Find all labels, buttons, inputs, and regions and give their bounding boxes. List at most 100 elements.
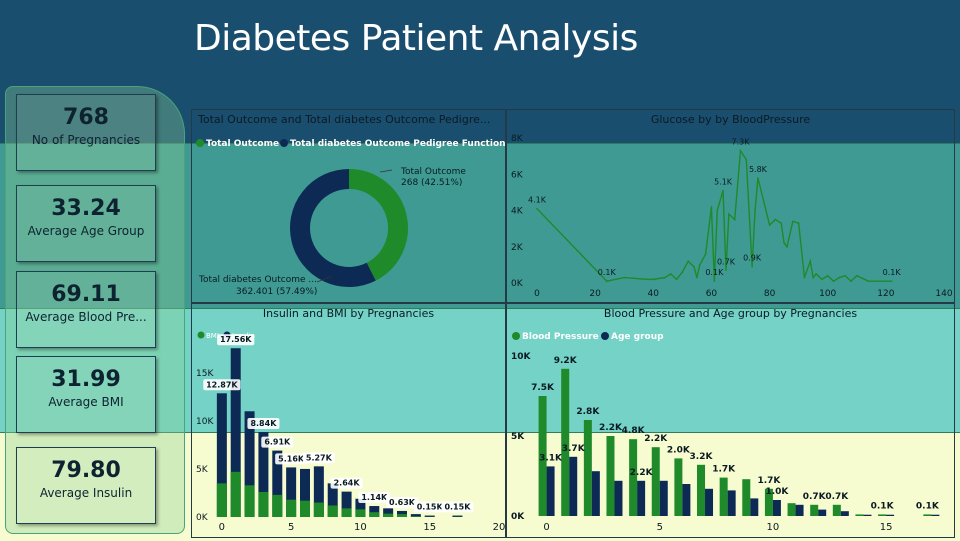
donut-chart-panel[interactable]: Total Outcome and Total diabetes Outcome… [191, 109, 506, 303]
kpi-label: Average BMI [48, 395, 124, 409]
divider [0, 308, 960, 309]
data-point [681, 271, 684, 273]
data-label-box [413, 501, 446, 513]
kpi-card-blood-pressure[interactable]: 69.11 Average Blood Pre... [16, 271, 156, 348]
kpi-label: Average Blood Pre... [25, 310, 147, 324]
data-label: 2.2K [644, 434, 668, 444]
chart-title: Blood Pressure and Age group by Pregnanc… [603, 307, 858, 320]
blood-pressure-bar [878, 514, 887, 516]
age-group-bar [614, 480, 623, 516]
data-point [696, 276, 698, 279]
x-tick-label: 15 [880, 522, 893, 533]
y-tick-label: 0K [511, 512, 525, 522]
age-group-bar [750, 498, 759, 516]
kpi-card-pregnancies[interactable]: 768 No of Pregnancies [16, 94, 156, 171]
age-group-bar [637, 480, 646, 516]
data-point [803, 276, 806, 279]
blood-pressure-bar [697, 464, 706, 516]
y-tick-label: 15K [196, 369, 214, 379]
kpi-value: 33.24 [51, 196, 121, 221]
data-label: 3.1K [539, 453, 563, 463]
insulin-bar [300, 468, 310, 517]
x-tick-label: 10 [354, 522, 367, 533]
data-point [754, 209, 756, 212]
x-tick-label: 80 [764, 289, 776, 299]
data-point [821, 278, 823, 281]
data-label: 5.27K [306, 453, 333, 462]
blood-pressure-bar [832, 504, 841, 516]
kpi-card-age[interactable]: 33.24 Average Age Group [16, 185, 156, 262]
bmi-bar [383, 513, 394, 517]
bp-age-chart-panel[interactable]: Blood Pressure and Age group by Pregnanc… [506, 303, 955, 538]
data-point [693, 265, 695, 268]
kpi-value: 768 [63, 105, 109, 130]
insulin-bar [341, 491, 352, 517]
bmi-bar [258, 492, 269, 517]
background-band [0, 143, 960, 308]
y-tick-label: 8K [511, 134, 524, 144]
insulin-bar [452, 515, 463, 517]
bmi-bar [369, 512, 380, 517]
insulin-bar [272, 450, 283, 517]
data-label-box [441, 501, 474, 513]
age-group-bar [863, 514, 872, 516]
age-group-bar [591, 471, 600, 516]
data-point [699, 264, 701, 266]
leader-line [316, 275, 333, 283]
kpi-value: 79.80 [51, 458, 121, 483]
data-point [867, 280, 870, 282]
kpi-card-insulin[interactable]: 79.80 Average Insulin [16, 447, 156, 524]
slice-label: Total Outcome [400, 167, 466, 177]
data-point [687, 260, 689, 263]
legend-label: Blood Pressure [522, 332, 599, 342]
data-point [809, 260, 812, 263]
x-tick-label: 5 [288, 522, 294, 533]
x-tick-label: 15 [423, 522, 436, 533]
insulin-bar [355, 498, 366, 517]
insulin-bar [258, 432, 269, 517]
bmi-bar [300, 500, 310, 517]
data-point [669, 273, 672, 275]
age-group-bar [931, 514, 940, 516]
data-point [716, 209, 719, 212]
glucose-line-chart-panel[interactable]: Glucose by by BloodPressure 0K 2K 4K 6K 8K 0 2… [506, 109, 955, 303]
data-point [762, 200, 765, 203]
data-point [838, 276, 841, 279]
slice-label: 268 (42.51%) [401, 178, 462, 188]
donut-slices [290, 169, 408, 287]
x-tick-label: 120 [877, 289, 894, 299]
data-label: 5.1K [714, 178, 733, 187]
data-point [855, 274, 858, 277]
bmi-bar [327, 505, 338, 517]
bmi-bar [410, 516, 421, 517]
y-tick-label: 10K [196, 417, 214, 427]
slice-label: Total diabetes Outcome ... [198, 275, 317, 285]
divider [0, 432, 960, 433]
kpi-label: Average Age Group [27, 224, 145, 238]
y-tick-label: 0K [511, 279, 524, 289]
age-group-bar [886, 514, 895, 516]
chart-title: Total Outcome and Total diabetes Outcome… [198, 113, 491, 126]
glucose-line [536, 148, 892, 283]
data-label: 8.84K [250, 419, 277, 428]
data-point [783, 242, 785, 244]
data-point [774, 218, 777, 221]
data-label: 0.1K [598, 268, 617, 277]
data-label: 0.1K [916, 501, 940, 511]
slice-label: 362.401 (57.49%) [236, 287, 317, 297]
blood-pressure-bar [810, 504, 819, 516]
y-tick-label: 5K [196, 465, 209, 475]
kpi-label: No of Pregnancies [31, 133, 141, 147]
kpi-card-bmi[interactable]: 31.99 Average BMI [16, 356, 156, 433]
data-label: 0.1K [883, 268, 902, 277]
insulin-bmi-chart-panel[interactable]: Insulin and BMI by Pregnancies BMI Insul… [191, 303, 506, 538]
legend-marker [197, 331, 205, 339]
data-label: 7.3K [732, 138, 751, 147]
chart-title: Glucose by by BloodPressure [650, 113, 811, 126]
insulin-bar [383, 508, 394, 517]
bmi-bar [341, 508, 352, 517]
data-label: 0.1K [871, 501, 895, 511]
data-point [725, 269, 727, 272]
data-label: 2.2K [630, 468, 654, 478]
background-band [0, 308, 960, 432]
